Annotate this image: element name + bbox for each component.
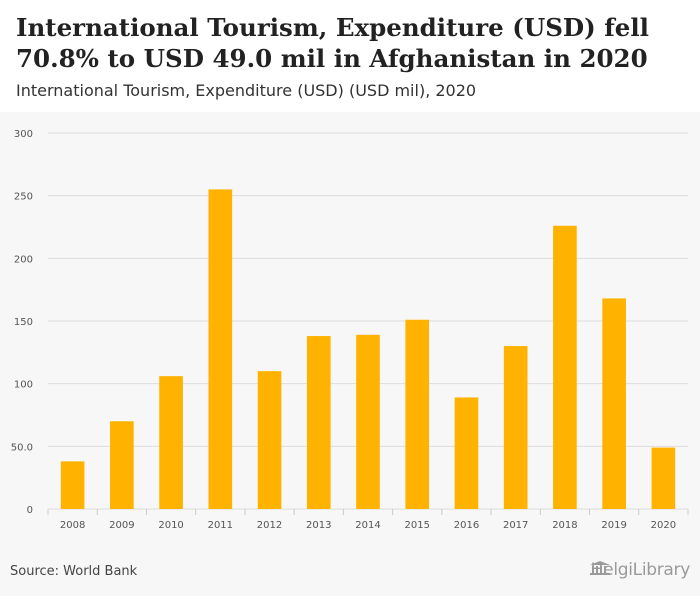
x-tick-label: 2020 <box>651 520 676 531</box>
source-note: Source: World Bank <box>10 564 138 579</box>
chart-subtitle: International Tourism, Expenditure (USD)… <box>16 81 477 100</box>
bar <box>306 336 331 509</box>
bar <box>208 189 233 509</box>
y-tick-label: 0 <box>27 505 33 516</box>
x-tick-label: 2009 <box>109 520 134 531</box>
x-tick-label: 2015 <box>405 520 430 531</box>
bar <box>110 421 134 509</box>
brand-logo: HelgiLibrary <box>589 560 690 580</box>
chart-header: International Tourism, Expenditure (USD)… <box>0 0 700 112</box>
bar <box>159 376 183 509</box>
x-tick-label: 2014 <box>355 520 380 531</box>
bar <box>257 371 282 509</box>
chart-title: International Tourism, Expenditure (USD)… <box>16 13 649 73</box>
y-tick-label: 200 <box>14 254 33 265</box>
y-tick-label: 50.0 <box>11 442 33 453</box>
chart-area <box>0 112 700 596</box>
x-tick-label: 2010 <box>158 520 183 531</box>
bar <box>454 397 479 509</box>
bar <box>651 447 676 509</box>
x-tick-label: 2019 <box>601 520 626 531</box>
x-tick-label: 2011 <box>208 520 233 531</box>
x-tick-label: 2018 <box>552 520 577 531</box>
x-tick-label: 2016 <box>454 520 479 531</box>
bar <box>553 225 577 509</box>
x-tick-label: 2013 <box>306 520 331 531</box>
bar <box>60 461 85 509</box>
x-tick-label: 2012 <box>257 520 282 531</box>
y-tick-label: 300 <box>14 129 33 140</box>
bar <box>405 319 430 509</box>
bar <box>356 334 380 509</box>
bar <box>503 346 528 509</box>
x-tick-label: 2017 <box>503 520 528 531</box>
brand-name: HelgiLibrary <box>590 560 691 580</box>
bar <box>602 298 626 509</box>
x-tick-label: 2008 <box>60 520 85 531</box>
y-tick-label: 100 <box>14 380 33 391</box>
y-tick-label: 250 <box>14 192 33 203</box>
y-tick-label: 150 <box>14 317 33 328</box>
